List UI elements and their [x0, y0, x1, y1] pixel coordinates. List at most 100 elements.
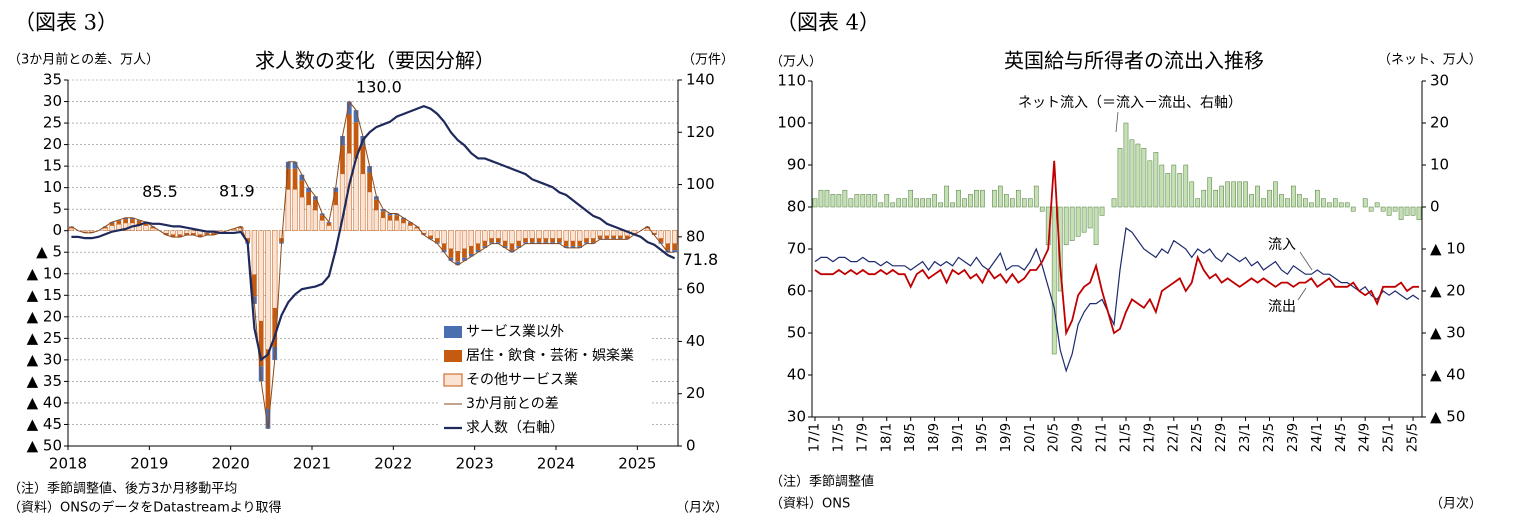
y-tick-label: ▲ 25 [27, 329, 62, 347]
bar [962, 198, 967, 208]
x-tick-label: 25/5 [1406, 423, 1421, 452]
x-tick-label: 21/9 [1142, 423, 1157, 452]
data-label: 81.9 [219, 181, 255, 200]
bar [536, 230, 542, 239]
bar [401, 219, 406, 223]
y2-tick-label: 20 [1430, 114, 1449, 132]
bar [313, 196, 318, 200]
note: （注）季節調整値、後方3か月移動平均 [8, 481, 237, 497]
bar [1159, 164, 1165, 208]
bar [265, 349, 271, 409]
y-tick-label: 30 [43, 92, 62, 110]
bar [1416, 206, 1422, 220]
bar [1111, 198, 1117, 208]
bar [434, 230, 441, 239]
source: （資料）ONS [770, 497, 850, 512]
x-tick-label: 17/1 [807, 423, 822, 452]
bar [441, 243, 447, 251]
line [71, 104, 676, 362]
bar [671, 230, 678, 244]
y2-tick-label: ▲ 10 [1430, 240, 1465, 258]
bar [435, 242, 440, 244]
bar [435, 238, 440, 243]
bar [872, 194, 878, 208]
x-tick-label: 19/5 [975, 423, 990, 452]
x-tick-label: 20/9 [1071, 423, 1086, 452]
bar [353, 110, 359, 123]
bar [902, 198, 908, 208]
bar [258, 366, 264, 382]
x-tick-label: 2021 [293, 455, 331, 473]
y-tick-label: ▲ 40 [27, 393, 62, 411]
bar [1033, 185, 1039, 208]
bar [1010, 198, 1015, 208]
bar [319, 213, 325, 216]
bar [1129, 139, 1135, 208]
bar [461, 230, 468, 250]
bar [238, 227, 244, 231]
y-tick-label: 80 [787, 198, 806, 216]
bar [407, 222, 413, 226]
bar [502, 241, 508, 247]
y-axis-label: （3か月前との差、万人） [8, 52, 159, 68]
bar [590, 230, 596, 239]
bar [645, 226, 650, 229]
bar [1315, 189, 1320, 208]
bar [556, 230, 563, 239]
bar [1344, 202, 1350, 208]
bar [197, 234, 203, 237]
bar [163, 233, 169, 235]
bar [1075, 206, 1081, 237]
bar [529, 230, 535, 239]
bar [550, 242, 555, 244]
bar [1183, 164, 1189, 208]
bar [1117, 147, 1123, 208]
bar [1195, 198, 1201, 208]
x-axis-label: （月次） [676, 500, 728, 516]
bar [1392, 206, 1398, 212]
bar [611, 235, 616, 239]
bar [1135, 143, 1141, 208]
bar [1368, 206, 1374, 212]
bar [367, 172, 372, 192]
bar [488, 230, 495, 239]
bar [69, 226, 74, 229]
bar [1219, 185, 1224, 208]
bar [529, 242, 535, 244]
note: （注）季節調整値 [770, 474, 874, 490]
y2-tick-label: ▲ 20 [1430, 282, 1465, 300]
y2-axis-label: （ネット、万人） [1378, 53, 1482, 68]
bar [563, 246, 569, 248]
y2-axis-label: （万件） [682, 53, 734, 68]
bar [427, 230, 434, 237]
bar [932, 194, 937, 208]
y2-tick-label: 120 [686, 123, 715, 141]
bar [1057, 206, 1063, 292]
y-tick-label: ▲ 5 [36, 243, 62, 261]
series-label: ネット流入（＝流入－流出、右軸） [1018, 95, 1242, 111]
x-tick-label: 25/1 [1382, 423, 1397, 452]
bar [584, 238, 589, 243]
bar [475, 243, 481, 251]
x-tick-label: 22/9 [1214, 423, 1229, 452]
series-label: 流出 [1268, 299, 1296, 315]
bar [468, 230, 474, 247]
x-tick-label: 2022 [374, 455, 412, 473]
bar [428, 235, 433, 239]
bar [944, 185, 949, 208]
x-tick-label: 19/1 [951, 423, 966, 452]
bar [285, 189, 291, 231]
bar [258, 230, 264, 322]
x-tick-label: 2023 [456, 455, 494, 473]
bar [577, 241, 583, 247]
bar [1338, 202, 1344, 208]
bar [950, 202, 955, 208]
y2-tick-label: 0 [686, 437, 696, 455]
bar [502, 246, 508, 248]
x-tick-label: 19/9 [999, 423, 1014, 452]
x-tick-label: 22/5 [1190, 423, 1205, 452]
y-tick-label: 110 [777, 72, 806, 90]
bar [191, 233, 196, 235]
bar [1243, 181, 1248, 208]
bar [1153, 152, 1159, 208]
